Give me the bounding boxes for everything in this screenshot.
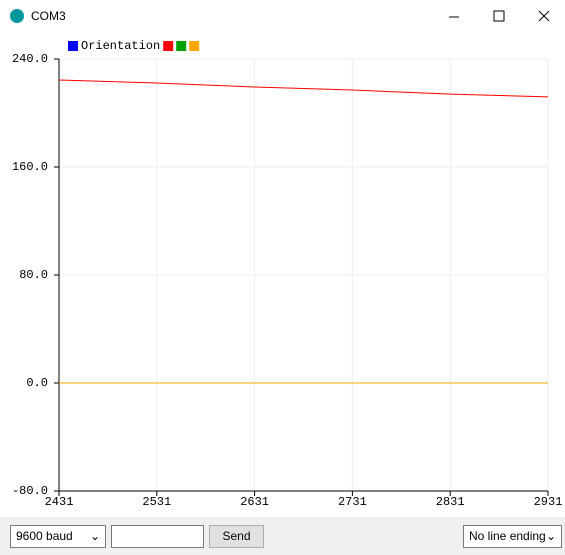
legend-label: Orientation — [81, 39, 160, 53]
window-title: COM3 — [31, 9, 66, 23]
legend-swatch — [176, 41, 187, 51]
y-tick-label: 80.0 — [19, 268, 48, 282]
chart: -80.0 0.0 80.0 160.0 240.0 2431 2531 2631 2731 28… — [12, 39, 563, 509]
x-tick-label: 2631 — [240, 495, 269, 509]
message-input[interactable] — [111, 525, 204, 548]
x-tick-label: 2831 — [436, 495, 465, 509]
y-tick-label: 160.0 — [12, 160, 48, 174]
x-tick-label: 2931 — [534, 495, 563, 509]
app-icon — [10, 9, 24, 23]
close-button[interactable] — [538, 10, 550, 22]
title-bar: COM3 — [0, 0, 565, 32]
x-tick-label: 2531 — [142, 495, 171, 509]
series-line — [58, 79, 549, 98]
legend-swatch — [68, 41, 78, 51]
line-ending-label: No line ending — [469, 529, 546, 543]
bottom-bar: 9600 baud ⌄ Send No line ending ⌄ — [0, 517, 565, 555]
y-tick-label: 0.0 — [26, 376, 48, 390]
y-tick-label: 240.0 — [12, 52, 48, 66]
x-tick-label: 2731 — [338, 495, 367, 509]
send-button[interactable]: Send — [209, 525, 264, 548]
legend-swatch — [163, 41, 174, 51]
baud-label: 9600 baud — [16, 529, 73, 543]
maximize-button[interactable] — [493, 10, 505, 22]
line-ending-select[interactable]: No line ending ⌄ — [463, 525, 562, 548]
baud-select[interactable]: 9600 baud ⌄ — [10, 525, 106, 548]
y-tick-label: -80.0 — [12, 484, 48, 498]
legend-swatch — [189, 41, 200, 51]
x-tick-label: 2431 — [45, 495, 74, 509]
